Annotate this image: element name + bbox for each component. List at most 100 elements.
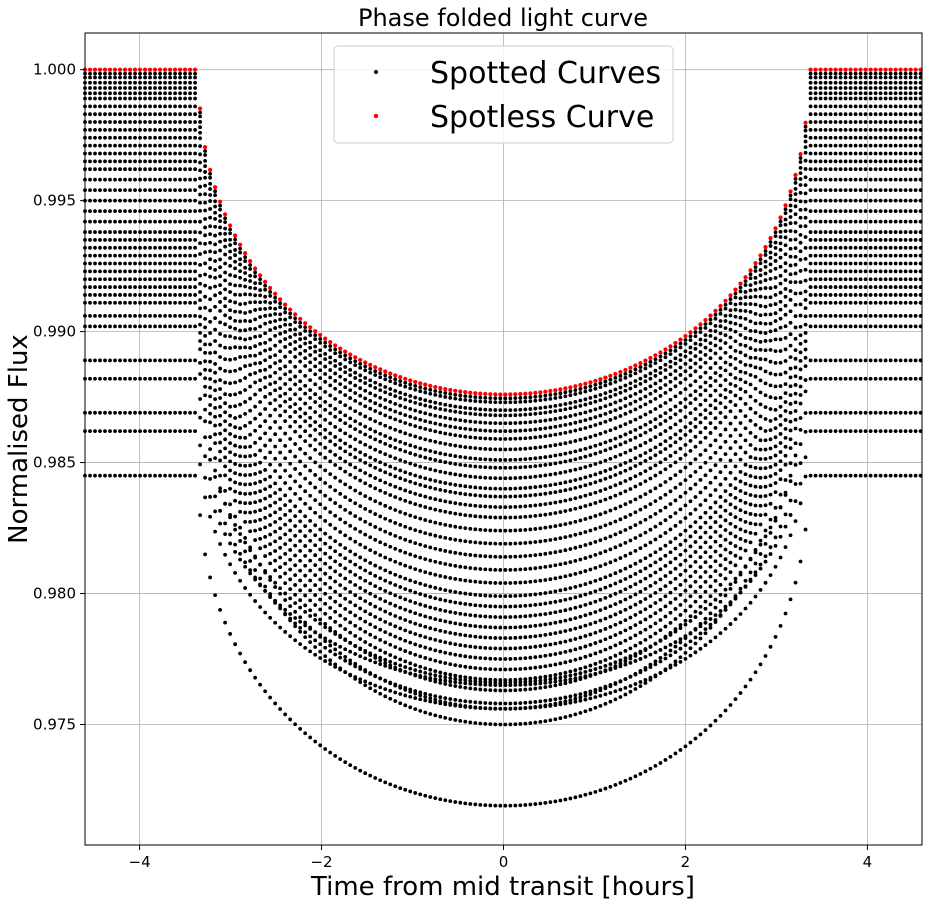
spotted-point <box>903 159 908 164</box>
spotted-point <box>783 453 788 458</box>
spotted-point <box>88 104 92 109</box>
spotted-point <box>518 567 523 572</box>
spotted-point <box>598 381 603 386</box>
spotted-point <box>358 450 363 455</box>
spotted-point <box>603 448 608 453</box>
spotted-point <box>858 80 863 85</box>
spotted-point <box>293 553 298 558</box>
spotted-point <box>863 261 868 266</box>
spotted-point <box>268 425 273 430</box>
spotted-point <box>98 230 102 234</box>
spotted-point <box>133 277 137 282</box>
spotted-point <box>358 555 363 560</box>
spotted-point <box>473 446 478 451</box>
spotted-point <box>883 151 888 156</box>
spotted-point <box>473 566 478 571</box>
spotted-point <box>413 383 418 388</box>
spotted-point <box>138 91 142 96</box>
spotted-point <box>493 429 498 433</box>
spotted-point <box>593 578 598 583</box>
spotted-point <box>178 80 182 85</box>
spotted-point <box>638 589 643 594</box>
spotted-point <box>878 71 883 76</box>
spotted-point <box>663 604 668 609</box>
spotted-point <box>168 96 172 101</box>
spotted-point <box>858 269 863 274</box>
spotted-point <box>523 428 528 433</box>
spotted-point <box>903 71 908 76</box>
spotted-point <box>388 519 393 523</box>
spotted-point <box>518 407 523 412</box>
spotted-point <box>88 277 92 282</box>
spotted-point <box>463 434 468 439</box>
spotted-point <box>283 364 288 369</box>
spotted-point <box>673 404 678 409</box>
spotted-point <box>353 552 358 557</box>
spotted-point <box>343 413 348 418</box>
spotted-point <box>868 112 873 117</box>
spotted-point <box>88 71 92 76</box>
spotted-point <box>533 427 538 432</box>
spotted-point <box>828 219 833 224</box>
spotted-point <box>803 278 808 283</box>
spotted-point <box>728 382 733 386</box>
spotted-point <box>823 135 828 140</box>
spotted-point <box>348 434 353 439</box>
spotted-point <box>778 360 783 365</box>
spotted-point <box>123 71 127 76</box>
spotted-point <box>693 407 698 411</box>
spotted-point <box>708 545 713 549</box>
spotted-point <box>678 507 683 512</box>
spotted-point <box>848 159 853 164</box>
spotted-point <box>513 625 518 630</box>
spotted-point <box>208 171 213 176</box>
spotted-point <box>698 490 703 495</box>
spotted-point <box>208 175 213 180</box>
spotted-point <box>178 143 182 148</box>
spotted-point <box>413 515 418 520</box>
spotted-point <box>543 473 548 478</box>
spotted-point <box>153 86 157 90</box>
spotted-point <box>243 271 248 275</box>
spotted-point <box>143 167 147 172</box>
spotted-point <box>293 479 298 484</box>
spotted-point <box>713 343 718 348</box>
spotted-point <box>283 399 288 404</box>
spotted-point <box>258 378 263 383</box>
spotted-point <box>898 112 903 117</box>
spotted-point <box>763 447 768 452</box>
spotted-point <box>298 351 303 356</box>
spotted-point <box>613 643 618 648</box>
spotted-point <box>323 455 328 460</box>
spotted-point <box>233 498 238 503</box>
spotted-point <box>843 245 848 250</box>
spotted-point <box>93 285 97 289</box>
spotted-point <box>698 585 703 589</box>
spotted-point <box>128 253 132 258</box>
spotted-point <box>433 658 438 663</box>
spotted-point <box>708 431 713 435</box>
spotted-point <box>383 599 388 604</box>
spotted-point <box>623 412 628 416</box>
spotted-point <box>883 285 888 289</box>
spotted-point <box>803 306 808 310</box>
spotted-point <box>763 348 768 353</box>
spotted-point <box>383 373 388 378</box>
spotted-point <box>863 293 868 297</box>
spotted-point <box>813 91 818 96</box>
spotted-point <box>783 261 788 266</box>
spotted-point <box>843 151 848 156</box>
spotted-point <box>568 680 573 684</box>
spotted-point <box>293 347 298 351</box>
spotted-point <box>238 444 243 449</box>
spotted-point <box>413 463 418 468</box>
spotted-point <box>908 91 913 96</box>
spotted-point <box>308 388 313 392</box>
spotted-point <box>428 571 433 576</box>
spotted-point <box>398 548 403 553</box>
spotted-point <box>268 382 273 387</box>
spotted-point <box>843 91 848 96</box>
spotted-point <box>218 343 223 348</box>
spotted-point <box>843 80 848 85</box>
spotted-point <box>158 143 162 148</box>
